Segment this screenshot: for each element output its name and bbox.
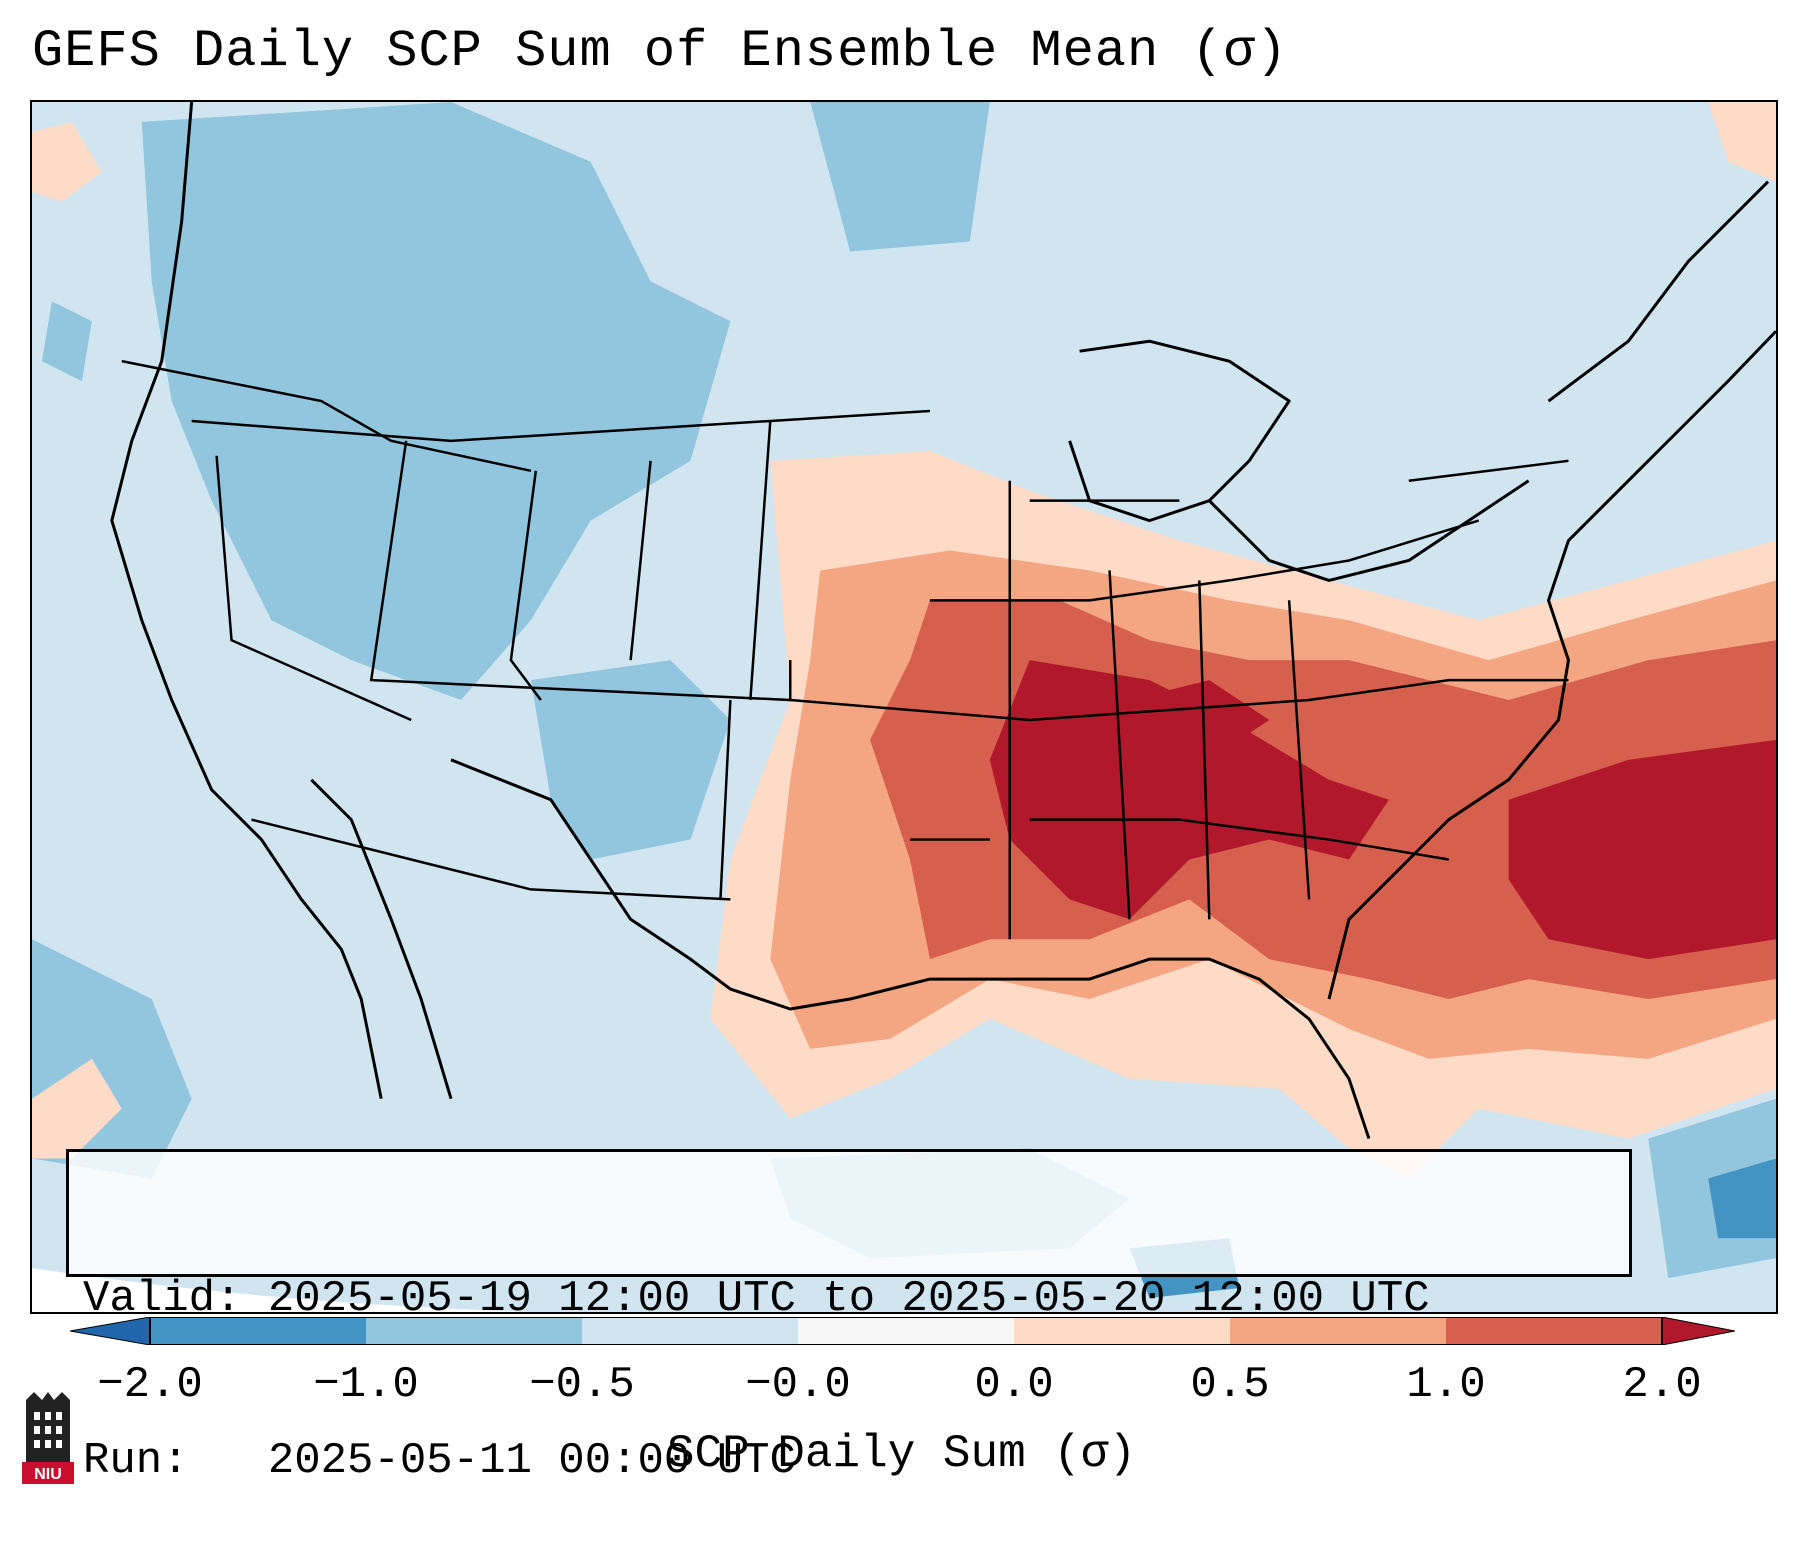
run-label: Run:: [83, 1436, 189, 1486]
scp-anomaly-map: [32, 102, 1776, 1312]
colorbar-label: SCP Daily Sum (σ): [666, 1428, 1137, 1480]
valid-label: Valid:: [83, 1274, 242, 1324]
colorbar: [70, 1317, 1735, 1345]
run-value: 2025-05-11 00:00 UTC: [267, 1436, 796, 1486]
tick-label: −1.0: [313, 1360, 419, 1410]
colorbar-segment: [1014, 1317, 1230, 1345]
map-panel: [30, 100, 1778, 1314]
tick-label: 0.5: [1190, 1360, 1270, 1410]
logo-text: NIU: [34, 1466, 62, 1483]
valid-line: Valid: 2025-05-19 12:00 UTC to 2025-05-2…: [83, 1272, 1615, 1326]
colorbar-outline: [149, 1317, 1663, 1345]
valid-value: 2025-05-19 12:00 UTC to 2025-05-20 12:00…: [267, 1274, 1430, 1324]
tick-label: −0.5: [529, 1360, 635, 1410]
coastlines: [110, 102, 1776, 1140]
colorbar-segment: [798, 1317, 1014, 1345]
tick-label: −2.0: [97, 1360, 203, 1410]
niu-logo-icon: NIU: [22, 1392, 74, 1484]
colorbar-segment: [582, 1317, 798, 1345]
projection-edge: [32, 1268, 930, 1312]
colorbar-over-arrow: [1661, 1317, 1735, 1345]
tick-label: 2.0: [1622, 1360, 1702, 1410]
field-pos-extreme: [989, 660, 1776, 960]
colorbar-segment: [1230, 1317, 1446, 1345]
tick-label: −0.0: [745, 1360, 851, 1410]
tick-label: 0.0: [974, 1360, 1054, 1410]
colorbar-segment: [1446, 1317, 1662, 1345]
tick-label: 1.0: [1406, 1360, 1486, 1410]
run-line: Run: 2025-05-11 00:00 UTC: [83, 1434, 1615, 1488]
colorbar-segment: [366, 1317, 582, 1345]
map-title: GEFS Daily SCP Sum of Ensemble Mean (σ): [32, 22, 1288, 81]
colorbar-under-arrow: [70, 1317, 151, 1345]
valid-time-box: Valid: 2025-05-19 12:00 UTC to 2025-05-2…: [66, 1149, 1632, 1486]
state-borders: [121, 359, 1569, 940]
field-neg-1-0_5: [32, 102, 1776, 1279]
colorbar-segment: [150, 1317, 366, 1345]
